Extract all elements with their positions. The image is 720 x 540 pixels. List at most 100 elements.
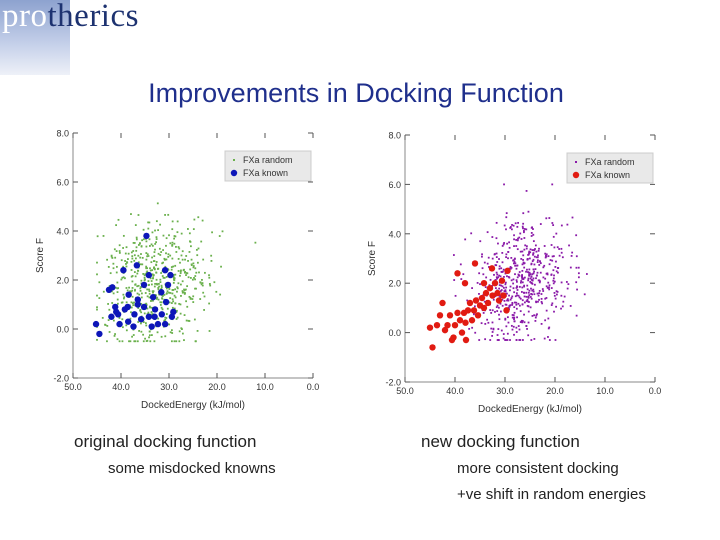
random-point: [515, 239, 518, 241]
random-point: [96, 338, 98, 341]
random-point: [525, 190, 528, 192]
random-point: [130, 290, 133, 293]
random-point: [135, 246, 138, 249]
x-tick-label: 40.0: [112, 382, 130, 392]
random-point: [478, 292, 480, 295]
random-point: [497, 242, 499, 245]
known-series: [92, 232, 177, 338]
random-point: [567, 283, 570, 286]
random-point: [553, 274, 555, 277]
random-point: [146, 339, 149, 342]
random-point: [215, 290, 218, 293]
random-point: [509, 266, 512, 268]
random-point: [495, 276, 498, 279]
random-point: [560, 251, 563, 254]
x-tick-label: 10.0: [596, 386, 614, 396]
random-point: [509, 289, 511, 292]
random-point: [532, 228, 534, 230]
random-point: [125, 287, 128, 289]
random-point: [148, 336, 150, 339]
random-point: [177, 282, 180, 285]
known-point: [462, 319, 469, 326]
random-point: [512, 224, 515, 227]
random-point: [523, 313, 525, 316]
known-point: [458, 329, 466, 336]
random-point: [192, 301, 195, 303]
random-point: [135, 236, 138, 239]
random-point: [535, 277, 537, 280]
random-point: [521, 321, 524, 324]
random-point: [148, 238, 151, 241]
random-point: [145, 240, 148, 243]
random-point: [125, 263, 127, 265]
random-point: [523, 228, 526, 230]
random-point: [140, 245, 143, 248]
random-point: [501, 252, 504, 254]
random-point: [500, 270, 503, 273]
random-point: [515, 287, 518, 289]
random-point: [147, 311, 150, 314]
known-point: [433, 321, 441, 329]
random-point: [173, 307, 176, 310]
random-point: [501, 244, 504, 247]
random-point: [151, 273, 154, 276]
random-point: [187, 260, 189, 262]
random-point: [499, 275, 502, 278]
legend-box: [566, 152, 654, 184]
random-point: [171, 220, 174, 223]
random-point: [172, 265, 175, 268]
random-point: [106, 258, 109, 261]
random-point: [197, 247, 200, 250]
random-point: [201, 219, 204, 222]
random-point: [531, 260, 534, 263]
random-point: [495, 252, 498, 255]
random-point: [210, 260, 213, 262]
random-point: [575, 266, 578, 269]
random-point: [521, 278, 524, 280]
random-point: [551, 259, 554, 262]
known-point: [486, 284, 494, 292]
random-point: [162, 261, 165, 264]
random-point: [165, 244, 167, 247]
random-point: [150, 306, 153, 309]
random-point: [554, 339, 557, 341]
random-point: [585, 273, 588, 275]
random-point: [527, 310, 530, 313]
random-point: [509, 226, 512, 228]
left-chart-svg: 8.0 6.0 4.0 2.0 0.0 -2.050.0 40.0 30.0 20.0 10.0 0…: [35, 129, 319, 412]
random-point: [156, 202, 159, 205]
random-point: [502, 337, 505, 340]
random-point: [176, 309, 178, 312]
random-point: [535, 300, 537, 303]
random-point: [532, 258, 535, 261]
random-point: [526, 328, 528, 330]
random-point: [541, 288, 544, 290]
random-point: [568, 244, 570, 247]
random-point: [192, 265, 195, 267]
random-point: [131, 255, 134, 258]
random-point: [566, 223, 569, 226]
legend-marker-random: [233, 159, 235, 161]
random-point: [175, 318, 178, 320]
random-point: [157, 267, 160, 270]
random-point: [146, 288, 149, 291]
random-point: [499, 302, 502, 305]
random-point: [139, 287, 142, 290]
random-point: [159, 304, 162, 306]
random-point: [513, 316, 516, 319]
random-point: [494, 287, 497, 290]
known-point: [464, 307, 472, 314]
random-point: [137, 214, 140, 216]
y-tick-label: 8.0: [56, 129, 69, 139]
random-point: [130, 275, 133, 278]
logo-text-rest: therics: [47, 0, 139, 34]
known-point: [429, 344, 436, 351]
random-point: [140, 286, 142, 288]
random-point: [528, 271, 531, 274]
random-point: [511, 314, 514, 316]
random-point: [168, 301, 171, 304]
random-point: [529, 296, 532, 298]
random-point: [474, 331, 477, 334]
random-point: [146, 307, 149, 310]
random-point: [101, 316, 104, 319]
